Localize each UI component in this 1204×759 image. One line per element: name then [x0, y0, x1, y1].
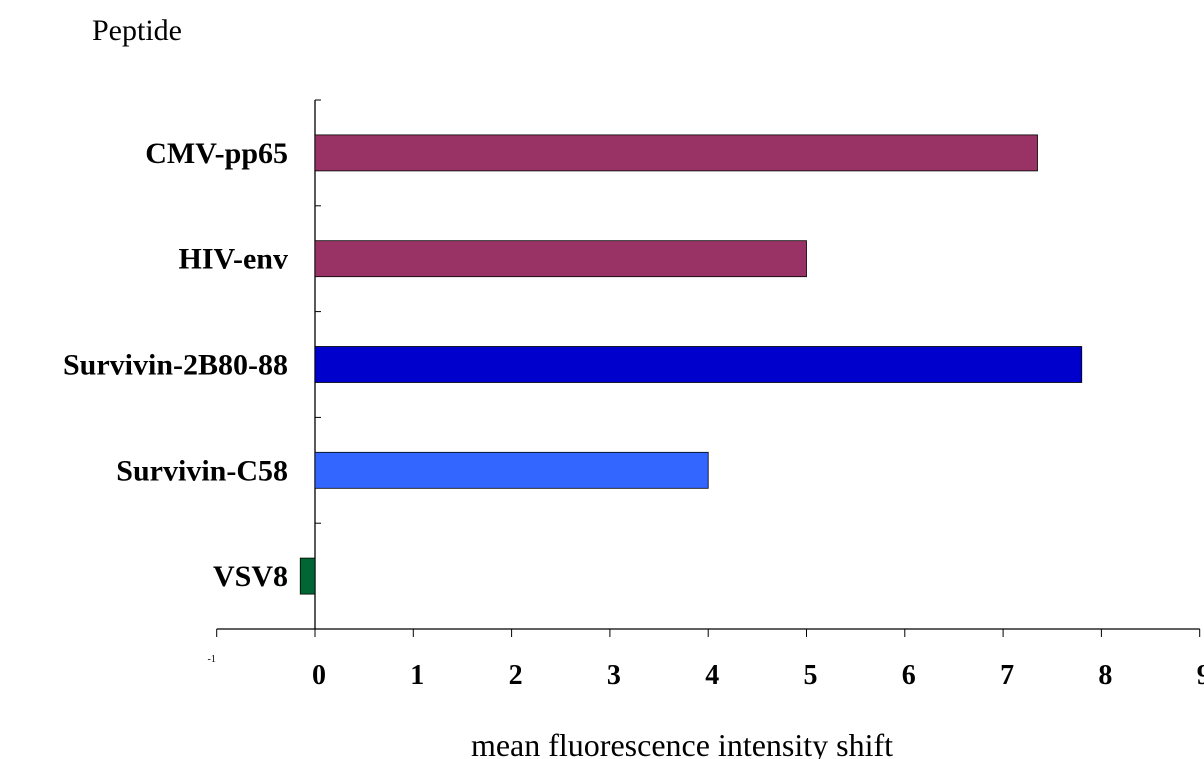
- x-tick-label: 5: [804, 660, 818, 691]
- category-labels: CMV-pp65 HIV-env Survivin-2B80-88 Survivin-…: [63, 137, 288, 593]
- y-axis-title: Peptide: [92, 14, 182, 47]
- tick-labels: -1 0 1 2 3 4 5 6 7 8 9: [208, 654, 1204, 691]
- x-tick-label: 0: [312, 660, 326, 691]
- x-tick-label: 7: [1000, 660, 1014, 691]
- x-axis-title: mean fluorescence intensity shift: [471, 727, 893, 759]
- x-tick-label: 2: [509, 660, 523, 691]
- x-tick-label: 4: [705, 660, 719, 691]
- bar: [314, 346, 1083, 383]
- x-tick-label: 9: [1197, 660, 1204, 691]
- bar: [314, 134, 1038, 172]
- x-tick-label: 8: [1098, 660, 1112, 691]
- bar: [299, 557, 316, 595]
- x-tick-label: -1: [208, 654, 216, 665]
- x-tick-label: 3: [607, 660, 621, 691]
- x-tick-label: 1: [410, 660, 424, 691]
- bar: [314, 451, 709, 489]
- bars-group: [299, 134, 1083, 595]
- category-label: Survivin-2B80-88: [63, 349, 288, 382]
- x-axis: [216, 628, 1201, 637]
- category-label: VSV8: [213, 560, 288, 593]
- bar: [314, 240, 807, 278]
- category-label: HIV-env: [179, 243, 288, 276]
- category-label: CMV-pp65: [145, 137, 288, 170]
- x-tick-label: 6: [902, 660, 916, 691]
- category-label: Survivin-C58: [116, 454, 288, 487]
